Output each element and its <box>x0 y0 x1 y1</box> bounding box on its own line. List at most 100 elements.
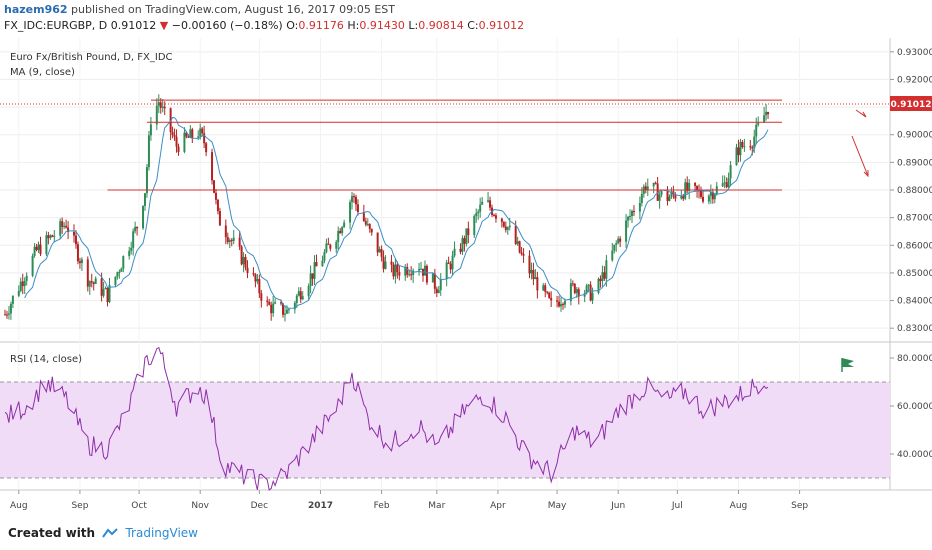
chart-canvas[interactable]: 0.930000.920000.910000.900000.890000.880… <box>0 38 932 518</box>
candle-body <box>461 238 464 252</box>
candle-body <box>47 235 50 239</box>
rsi-ticks: 80.0000 60.0000 40.0000 <box>890 354 932 460</box>
candle-body <box>376 232 379 253</box>
time-tick-label: Oct <box>131 501 147 511</box>
candle-body <box>45 235 48 255</box>
candle-body <box>749 146 752 148</box>
resistance-levels[interactable] <box>107 99 783 191</box>
candle-body <box>307 286 310 297</box>
time-tick-label: Sep <box>71 501 88 511</box>
candle-body <box>599 278 602 282</box>
tradingview-brand-link[interactable]: TradingView <box>125 526 198 540</box>
candle-body <box>252 273 255 275</box>
candle-body <box>254 274 257 282</box>
candle-body <box>258 279 261 294</box>
price-tick-label: 0.86000 <box>897 241 932 251</box>
close-value: 0.91012 <box>478 19 525 32</box>
candle-body <box>226 237 229 243</box>
price-change: −0.00160 (−0.18%) <box>171 19 283 32</box>
candle-body <box>266 300 269 303</box>
candle-body <box>132 231 135 248</box>
price-tick-label: 0.89000 <box>897 158 932 168</box>
candle-body <box>337 230 340 243</box>
candle-body <box>297 291 300 296</box>
candle-body <box>654 182 657 184</box>
candle-body <box>351 196 354 203</box>
author-link[interactable]: hazem962 <box>4 3 68 16</box>
candle-body <box>680 195 683 199</box>
candle-body <box>585 285 588 294</box>
candle-body <box>35 246 38 251</box>
candle-body <box>767 111 770 115</box>
candle-body <box>701 196 704 202</box>
symbol-label: FX_IDC:EURGBP, D <box>4 19 108 32</box>
candle-body <box>228 240 231 243</box>
candle-body <box>392 264 395 277</box>
candle-body <box>390 261 393 265</box>
time-tick-label: Apr <box>490 501 506 511</box>
candle-body <box>187 136 190 138</box>
tradingview-logo-icon <box>102 527 118 538</box>
candle-body <box>23 280 26 287</box>
candle-body <box>548 292 551 298</box>
candle-body <box>467 228 470 236</box>
candle-body <box>65 225 68 228</box>
candle-body <box>177 146 180 152</box>
candle-body <box>203 133 206 144</box>
candle-body <box>670 191 673 197</box>
candle-body <box>433 273 436 289</box>
candle-body <box>366 224 369 226</box>
candle-body <box>315 262 318 267</box>
candle-body <box>638 202 641 212</box>
candle-body <box>76 244 79 262</box>
candle-body <box>161 106 164 108</box>
candle-body <box>735 147 738 166</box>
flag-icon[interactable] <box>841 358 854 372</box>
candle-body <box>506 227 509 230</box>
time-tick-label: Mar <box>428 501 445 511</box>
candle-body <box>53 235 56 237</box>
rsi-band-fill <box>0 382 890 478</box>
candle-body <box>197 136 200 138</box>
candle-body <box>508 225 511 228</box>
price-tick-label: 0.85000 <box>897 269 932 279</box>
candle-body <box>522 254 525 256</box>
candle-body <box>287 309 290 311</box>
candle-body <box>183 132 186 152</box>
candle-body <box>311 273 314 279</box>
candle-body <box>216 199 219 212</box>
candle-body <box>362 212 365 222</box>
candle-body <box>325 243 328 253</box>
candle-body <box>224 225 227 238</box>
candle-body <box>431 273 434 283</box>
price-tick-label: 0.92000 <box>897 75 932 85</box>
candle-body <box>500 218 503 222</box>
candle-body <box>542 285 545 291</box>
candle-body <box>613 244 616 251</box>
candle-body <box>629 215 632 217</box>
candle-body <box>449 263 452 270</box>
candle-body <box>335 242 338 249</box>
time-tick-label: Sep <box>791 501 808 511</box>
candle-body <box>159 102 162 108</box>
price-tick-label: 0.90000 <box>897 131 932 141</box>
candle-body <box>244 257 247 268</box>
candle-body <box>465 228 468 244</box>
time-tick-label: Jul <box>671 501 683 511</box>
candle-body <box>67 227 70 232</box>
candle-body <box>86 259 89 287</box>
ma-line <box>24 116 769 309</box>
arrow-down-long <box>851 135 869 177</box>
candle-body <box>435 288 438 294</box>
candle-body <box>73 231 76 236</box>
candle-body <box>211 152 214 181</box>
candle-body <box>282 303 285 315</box>
candle-body <box>644 186 647 190</box>
candle-body <box>725 182 728 188</box>
high-label: H: <box>347 19 360 32</box>
last-price: 0.91012 <box>110 19 157 32</box>
candle-body <box>631 211 634 216</box>
candle-body <box>4 314 6 316</box>
candle-body <box>128 250 131 257</box>
candle-body <box>240 246 243 265</box>
